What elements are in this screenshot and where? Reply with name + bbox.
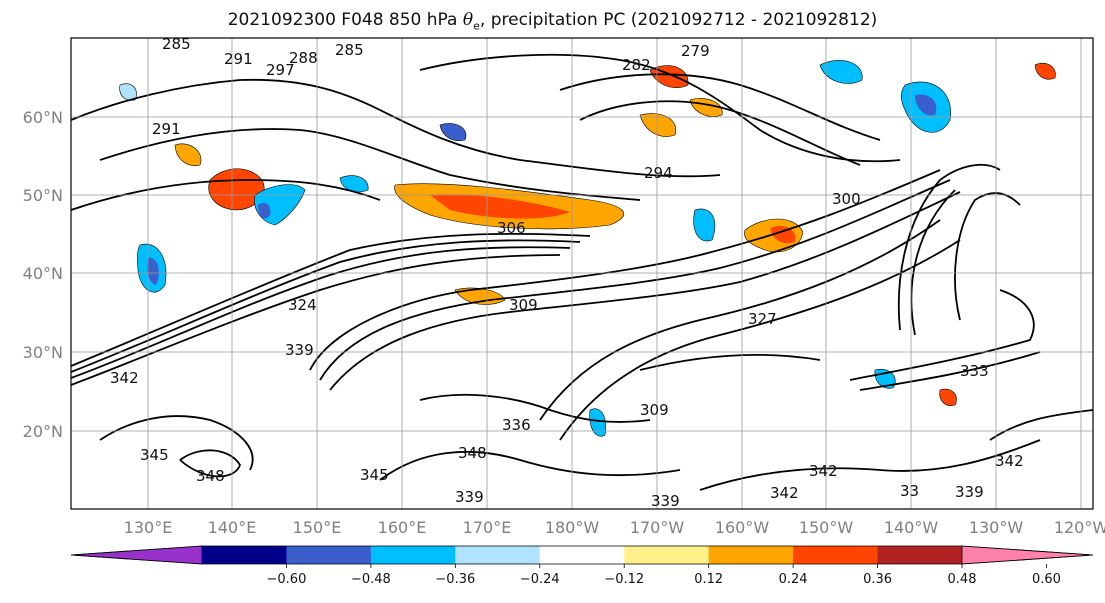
longitude-labels: 130°E 140°E 150°E 160°E 170°E 180°W 170°… [124, 518, 1105, 537]
colorbar-swatch [624, 546, 710, 564]
colorbar-swatch [370, 546, 456, 564]
contour-label-345b: 345 [360, 466, 389, 484]
contour-label-297: 297 [266, 61, 295, 79]
colorbar-tick-label: −0.12 [604, 572, 644, 587]
contour-label-309: 309 [509, 296, 538, 314]
contour-label-339a: 339 [285, 341, 314, 359]
contour-label-348a: 348 [196, 467, 225, 485]
contour-label-342d: 342 [995, 452, 1024, 470]
colorbar-tick-label: 0.12 [694, 572, 723, 587]
contour-label-306: 306 [497, 219, 526, 237]
lon-label-130w: 130°W [969, 518, 1024, 537]
colorbar-outline [70, 545, 1094, 565]
contour-label-327: 327 [748, 310, 777, 328]
map-frame [70, 37, 1094, 510]
contour-label-291a: 291 [224, 50, 253, 68]
colorbar-tick-label: −0.60 [267, 572, 307, 587]
colorbar: −0.60 −0.48 −0.36 −0.24 −0.12 0.12 0.24 0.36 0.4… [70, 545, 1094, 587]
contour-label-309b: 309 [640, 401, 669, 419]
contour-label-279: 279 [681, 42, 710, 60]
contour-label-285b: 285 [335, 41, 364, 59]
lat-label-40n: 40°N [23, 264, 63, 283]
colorbar-swatch [202, 546, 287, 564]
lon-label-150w: 150°W [799, 518, 854, 537]
contour-label-342a: 342 [110, 369, 139, 387]
colorbar-swatch [539, 546, 625, 564]
colorbar-swatch [877, 546, 963, 564]
lat-label-50n: 50°N [23, 186, 63, 205]
colorbar-tick-label: −0.24 [520, 572, 560, 587]
contour-label-288: 288 [289, 49, 318, 67]
graticule [71, 38, 1093, 509]
lon-label-180w: 180°W [545, 518, 600, 537]
lon-label-170e: 170°E [463, 518, 512, 537]
lon-label-170w: 170°W [630, 518, 685, 537]
contour-label-348b: 348 [458, 444, 487, 462]
contour-label-300: 300 [832, 190, 861, 208]
latitude-labels: 60°N 50°N 40°N 30°N 20°N [23, 108, 63, 441]
colorbar-tick-label: 0.24 [779, 572, 808, 587]
lon-label-150e: 150°E [293, 518, 342, 537]
contour-label-33: 33 [900, 482, 919, 500]
map-panel: 285 291 288 285 297 279 282 291 294 300 … [71, 35, 1093, 510]
lon-label-140w: 140°W [884, 518, 939, 537]
lon-label-120w: 120°W [1054, 518, 1105, 537]
lat-label-20n: 20°N [23, 422, 63, 441]
theta-e-contours [71, 53, 1093, 491]
colorbar-tick-label: −0.36 [435, 572, 475, 587]
contour-label-339c: 339 [651, 492, 680, 510]
contour-label-294: 294 [644, 164, 673, 182]
contour-label-333: 333 [960, 362, 989, 380]
contour-label-342b: 342 [770, 484, 799, 502]
colorbar-tick-label: 0.48 [948, 572, 977, 587]
contour-label-291b: 291 [152, 120, 181, 138]
colorbar-tick-label: 0.60 [1032, 572, 1061, 587]
contour-label-336: 336 [502, 416, 531, 434]
contour-label-342c: 342 [809, 462, 838, 480]
contour-label-339d: 339 [955, 483, 984, 501]
lon-label-160e: 160°E [378, 518, 427, 537]
lon-label-160w: 160°W [715, 518, 770, 537]
lon-label-140e: 140°E [208, 518, 257, 537]
lat-label-60n: 60°N [23, 108, 63, 127]
lon-label-130e: 130°E [124, 518, 173, 537]
colorbar-tick-label: 0.36 [863, 572, 892, 587]
contour-labels: 285 291 288 285 297 279 282 291 294 300 … [110, 35, 1024, 510]
colorbar-extend-low [70, 545, 203, 565]
lat-label-30n: 30°N [23, 343, 63, 362]
contour-label-345a: 345 [140, 446, 169, 464]
colorbar-swatch [286, 546, 372, 564]
colorbar-swatch [455, 546, 541, 564]
colorbar-extend-high [961, 545, 1094, 565]
map-title: 2021092300 F048 850 hPa θe, precipitatio… [227, 10, 878, 33]
colorbar-swatch [793, 546, 879, 564]
contour-label-282: 282 [622, 56, 651, 74]
colorbar-swatch [708, 546, 794, 564]
contour-label-285a: 285 [162, 35, 191, 53]
contour-label-339b: 339 [455, 488, 484, 506]
contour-label-324: 324 [288, 296, 317, 314]
colorbar-tick-label: −0.48 [351, 572, 391, 587]
